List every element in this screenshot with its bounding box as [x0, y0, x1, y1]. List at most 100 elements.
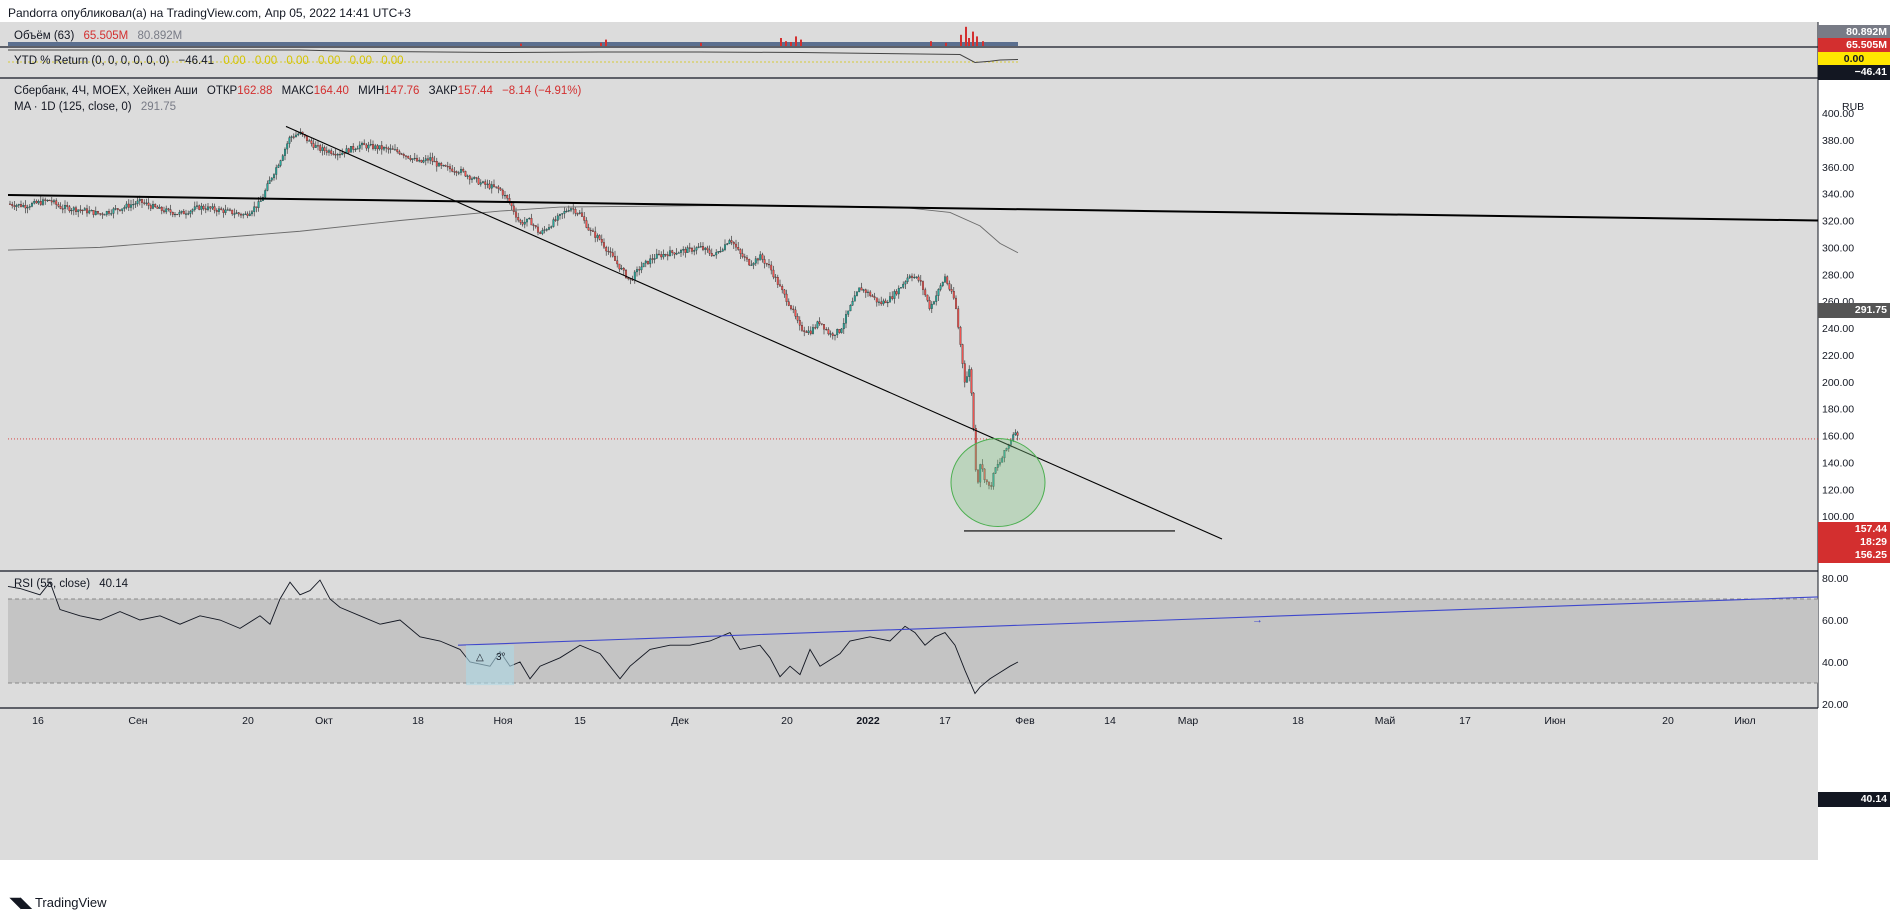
candle-body [11, 204, 14, 206]
candle-body [552, 219, 555, 227]
highlight-circle[interactable] [950, 438, 1046, 528]
candle-body [710, 253, 713, 256]
candle-body [521, 222, 524, 225]
candle-body [394, 149, 396, 151]
candle-body [596, 235, 599, 238]
candle-body [484, 181, 487, 185]
candle-body [598, 235, 601, 240]
candle-body [28, 206, 31, 208]
candle-body [548, 227, 550, 230]
volume-bar [600, 42, 602, 46]
candle-body [127, 203, 130, 208]
candle-body [774, 276, 777, 278]
ma-line[interactable] [7, 205, 1019, 254]
chart-canvas[interactable] [0, 22, 1818, 860]
candle-body [541, 230, 544, 234]
candle-body [154, 204, 157, 208]
candle-body [409, 157, 412, 160]
candle-body [583, 216, 586, 221]
candle-body [735, 243, 737, 248]
candle-body [158, 206, 161, 209]
candle-body [917, 276, 920, 281]
candle-body [86, 208, 88, 214]
candle-body [622, 268, 625, 271]
candle-body [35, 200, 38, 204]
volume-legend-v1: 65.505M [83, 30, 129, 42]
price-scale[interactable] [1818, 22, 1890, 860]
candle-body [581, 212, 583, 217]
candle-body [48, 199, 51, 202]
candle-body [675, 253, 678, 255]
descending-trend-line[interactable] [285, 125, 1223, 540]
rsi-legend[interactable]: RSI (55, close) 40.14 [14, 578, 128, 590]
high-label: МАКС [281, 85, 314, 97]
candle-body [77, 209, 80, 213]
candle-body [290, 136, 293, 138]
candle-body [429, 157, 432, 161]
candle-body [367, 144, 370, 149]
candle-body [816, 321, 819, 328]
candle-body [178, 212, 181, 215]
open-value: 162.88 [237, 85, 273, 97]
candle-body [974, 428, 977, 471]
candle-body [838, 329, 841, 333]
candle-body [321, 147, 324, 151]
ytd-legend-v4: 0.00 [286, 55, 309, 67]
candle-body [996, 464, 999, 468]
candle-body [121, 208, 124, 211]
candle-body [869, 291, 872, 296]
candle-body [983, 468, 986, 480]
rsi-legend-value: 40.14 [99, 578, 129, 590]
candle-body [587, 227, 590, 231]
candle-body [741, 253, 744, 257]
candle-body [886, 301, 889, 304]
candle-body [768, 264, 770, 266]
volume-bar [968, 38, 970, 46]
main-legend[interactable]: Сбербанк, 4Ч, MOEX, Хейкен Аши ОТКР162.8… [14, 85, 581, 97]
ma-legend[interactable]: MA · 1D (125, close, 0) 291.75 [14, 101, 176, 113]
candle-body [372, 144, 374, 149]
candle-body [279, 160, 282, 166]
candle-body [453, 171, 456, 173]
tag-volume-max: 80.892M [1818, 25, 1890, 40]
candle-body [798, 320, 801, 326]
candle-body [501, 189, 504, 196]
candle-body [70, 210, 73, 212]
candle-body [783, 289, 786, 295]
candle-body [715, 252, 718, 256]
candle-body [952, 291, 955, 299]
horizontal-trend-line[interactable] [7, 193, 1819, 222]
candle-body [46, 199, 49, 202]
candle-body [585, 220, 588, 228]
candle-body [495, 186, 498, 188]
candle-body [638, 269, 641, 271]
rsi-trend-line[interactable] [457, 596, 1819, 646]
ytd-line[interactable] [8, 49, 1019, 64]
candle-body [578, 212, 581, 214]
candle-body [378, 145, 381, 150]
candle-body [455, 171, 458, 173]
candle-body [682, 249, 685, 251]
candle-body [101, 213, 104, 215]
angle-box[interactable] [466, 645, 514, 686]
volume-legend[interactable]: Объём (63) 65.505M 80.892M [14, 30, 182, 42]
candle-body [981, 464, 984, 470]
drawings [7, 125, 1819, 540]
candle-body [103, 214, 106, 216]
candle-body [57, 204, 60, 207]
candle-body [757, 258, 759, 261]
candle-body [847, 310, 850, 315]
ytd-legend[interactable]: YTD % Return (0, 0, 0, 0, 0, 0) −46.41 0… [14, 55, 404, 67]
candle-body [473, 177, 476, 179]
currency-label[interactable]: RUB [1842, 101, 1865, 113]
tradingview-footer[interactable]: ◥◣ TradingView [10, 894, 106, 911]
candle-body [330, 150, 333, 154]
rsi-line[interactable] [7, 579, 1019, 695]
candle-body [754, 258, 757, 264]
candle-body [418, 159, 421, 162]
candle-body [224, 209, 227, 213]
candle-body [231, 209, 234, 215]
candle-body [561, 213, 564, 215]
candle-body [691, 248, 693, 252]
